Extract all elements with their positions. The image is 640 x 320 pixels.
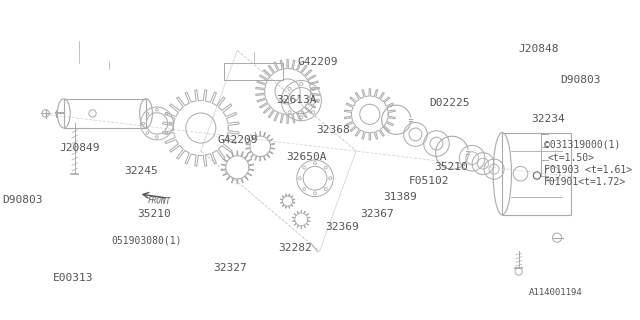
Text: D90803: D90803 (561, 75, 601, 84)
Text: 32368: 32368 (316, 125, 349, 135)
Text: 051903080(1): 051903080(1) (111, 236, 182, 245)
Text: 32234: 32234 (531, 114, 565, 124)
Text: E00313: E00313 (52, 273, 93, 283)
Text: <t=1.50>: <t=1.50> (548, 153, 595, 163)
Text: 32650A: 32650A (287, 152, 327, 162)
Text: 32327: 32327 (213, 263, 247, 273)
Text: G42209: G42209 (217, 135, 258, 145)
Bar (502, 132, 571, 215)
Text: F01903 <t=1.61>: F01903 <t=1.61> (544, 165, 632, 175)
Text: 35210: 35210 (435, 162, 468, 172)
Bar (64, 99, 146, 128)
Text: G42209: G42209 (298, 57, 338, 67)
Text: J20849: J20849 (60, 143, 100, 153)
Text: 31389: 31389 (383, 192, 417, 203)
Text: 32282: 32282 (278, 243, 312, 253)
Text: 32367: 32367 (361, 209, 394, 219)
Text: J20848: J20848 (518, 44, 559, 53)
Text: A114001194: A114001194 (529, 288, 582, 297)
Text: F01901<t=1.72>: F01901<t=1.72> (544, 177, 627, 187)
Text: FRONT: FRONT (148, 196, 172, 206)
Text: 32369: 32369 (325, 222, 359, 232)
Text: F05102: F05102 (409, 176, 449, 186)
Text: ©031319000(1): ©031319000(1) (544, 140, 621, 149)
Text: D02225: D02225 (429, 98, 470, 108)
Text: 32245: 32245 (124, 166, 158, 176)
Bar (223, 63, 283, 80)
Text: D90803: D90803 (3, 195, 43, 205)
Text: 35210: 35210 (137, 209, 171, 219)
Text: 32613A: 32613A (276, 95, 316, 105)
